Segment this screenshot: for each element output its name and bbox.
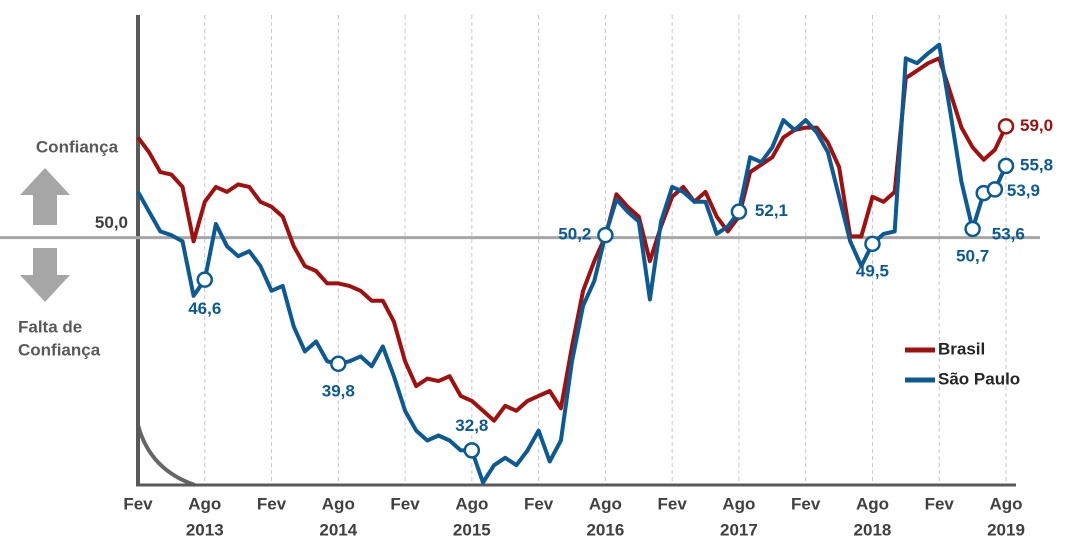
year-label: 2016 bbox=[586, 520, 624, 539]
x-tick-label: Fev bbox=[791, 494, 821, 513]
x-tick-label: Ago bbox=[856, 494, 889, 513]
legend-label: São Paulo bbox=[938, 369, 1020, 388]
x-tick-label: Fev bbox=[257, 494, 287, 513]
value-label: 50,2 bbox=[558, 225, 591, 244]
year-label: 2014 bbox=[319, 520, 357, 539]
point-marker bbox=[730, 203, 748, 220]
x-tick-label: Ago bbox=[188, 494, 221, 513]
legend-label: Brasil bbox=[938, 339, 985, 358]
x-tick-label: Fev bbox=[925, 494, 955, 513]
year-label: 2013 bbox=[186, 520, 224, 539]
no-confidence-label: Falta de bbox=[18, 317, 82, 336]
x-tick-label: Ago bbox=[989, 494, 1022, 513]
point-marker bbox=[986, 181, 1004, 198]
value-label: 46,6 bbox=[188, 299, 221, 318]
point-marker bbox=[597, 226, 614, 244]
year-label: 2017 bbox=[720, 520, 758, 539]
series-line bbox=[136, 42, 1008, 485]
year-label: 2019 bbox=[987, 520, 1025, 539]
year-label: 2015 bbox=[453, 520, 491, 539]
point-marker bbox=[463, 442, 481, 459]
x-tick-label: Fev bbox=[390, 494, 420, 513]
value-label: 52,1 bbox=[755, 201, 788, 220]
down-arrow bbox=[20, 248, 70, 302]
value-label: 49,5 bbox=[856, 261, 889, 280]
value-label: 50,7 bbox=[956, 246, 989, 265]
series-line bbox=[136, 56, 1008, 423]
x-tick-label: Ago bbox=[722, 494, 755, 513]
x-tick-label: Fev bbox=[524, 494, 554, 513]
point-marker bbox=[196, 271, 214, 288]
x-tick-label: Ago bbox=[455, 494, 488, 513]
point-marker bbox=[330, 355, 347, 373]
x-tick-label: Ago bbox=[322, 494, 355, 513]
x-tick-label: Ago bbox=[589, 494, 622, 513]
point-marker bbox=[964, 220, 981, 238]
year-label: 2018 bbox=[854, 520, 892, 539]
x-tick-label: Fev bbox=[658, 494, 688, 513]
x-tick-label: Fev bbox=[123, 494, 153, 513]
decoration bbox=[136, 424, 196, 487]
point-marker bbox=[864, 235, 881, 253]
value-label: 39,8 bbox=[322, 381, 355, 400]
point-marker bbox=[997, 157, 1015, 175]
value-label: 59,0 bbox=[1020, 116, 1053, 135]
point-marker bbox=[997, 118, 1015, 135]
reference-label: 50,0 bbox=[95, 213, 128, 232]
value-label: 53,9 bbox=[1007, 181, 1040, 200]
no-confidence-label: Confiança bbox=[18, 340, 101, 359]
up-arrow bbox=[20, 168, 70, 225]
confidence-label: Confiança bbox=[36, 137, 119, 156]
value-label: 55,8 bbox=[1020, 155, 1053, 174]
value-label: 53,6 bbox=[992, 225, 1025, 244]
value-label: 32,8 bbox=[455, 416, 488, 435]
